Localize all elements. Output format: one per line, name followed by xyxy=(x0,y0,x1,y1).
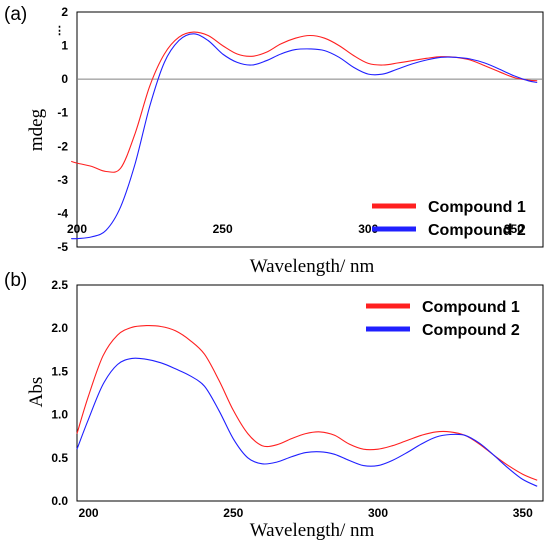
x-tick-label: 350 xyxy=(504,222,524,236)
series-line xyxy=(71,33,538,240)
legend-label: Compound 1 xyxy=(428,199,526,216)
panel-b-series-lines xyxy=(76,325,538,487)
x-tick-label: 200 xyxy=(67,222,87,236)
panel-b-label: (b) xyxy=(4,270,27,291)
y-tick-label: -1 xyxy=(57,106,68,120)
panel-a-x-ticks: 200 250 300 350 xyxy=(67,222,524,236)
y-tick-label: 2.0 xyxy=(51,321,68,335)
y-tick-label: -2 xyxy=(57,139,68,153)
panel-a-y-axis-title: mdeg xyxy=(26,108,47,151)
x-tick-label: 300 xyxy=(368,506,388,520)
y-tick-label: 0 xyxy=(61,72,68,86)
x-tick-label: 250 xyxy=(223,506,243,520)
panel-b-plot-frame xyxy=(76,284,544,502)
panel-b-y-ticks: 0.0 0.5 1.0 1.5 2.0 2.5 xyxy=(51,278,68,508)
cd-spectrum-panel: (a) mdeg Wavelength/ nm ⋮ -5-4-3-2-1012 … xyxy=(4,4,544,277)
y-tick-label: 0.0 xyxy=(51,494,68,508)
y-tick-label: -4 xyxy=(57,206,68,220)
series-line xyxy=(71,31,538,173)
x-tick-label: 300 xyxy=(358,222,378,236)
legend-label: Compound 2 xyxy=(422,322,520,339)
x-tick-label: 200 xyxy=(79,506,99,520)
series-line xyxy=(76,325,538,481)
x-tick-label: 250 xyxy=(213,222,233,236)
legend-label: Compound 2 xyxy=(428,222,526,239)
panel-b-x-axis-title: Wavelength/ nm xyxy=(250,520,375,541)
panel-a-legend: Compound 1 Compound 2 xyxy=(372,199,526,239)
panel-a-y-ticks: -5 -4 -3 -2 -1 0 1 2 xyxy=(57,5,68,254)
y-tick-label: 2 xyxy=(61,5,68,19)
panel-a-label: (a) xyxy=(4,4,27,25)
x-tick-label: 350 xyxy=(513,506,533,520)
series-line xyxy=(76,357,538,487)
y-tick-label: 2.5 xyxy=(51,278,68,292)
panel-a-plot-frame xyxy=(76,11,544,248)
panel-a-series-lines xyxy=(71,31,543,240)
panel-b-y-axis-title: Abs xyxy=(26,377,47,408)
uv-spectrum-panel: (b) Abs Wavelength/ nm 0.0 0.5 1.0 1.5 2.0 2.… xyxy=(4,270,544,541)
y-tick-label: -3 xyxy=(57,173,68,187)
y-tick-label: 0.5 xyxy=(51,451,68,465)
y-tick-label: 1.5 xyxy=(51,364,68,378)
ellipsis-mark: ⋮ xyxy=(54,25,65,37)
panel-a-x-axis-title: Wavelength/ nm xyxy=(250,256,375,277)
panel-b-x-ticks: 200 250 300 350 xyxy=(79,506,534,520)
y-tick-label: -5 xyxy=(57,240,68,254)
y-tick-label: 1.0 xyxy=(51,408,68,422)
panel-b-legend: Compound 1 Compound 2 xyxy=(366,299,520,339)
legend-label: Compound 1 xyxy=(422,299,520,316)
y-tick-label: 1 xyxy=(61,39,68,53)
